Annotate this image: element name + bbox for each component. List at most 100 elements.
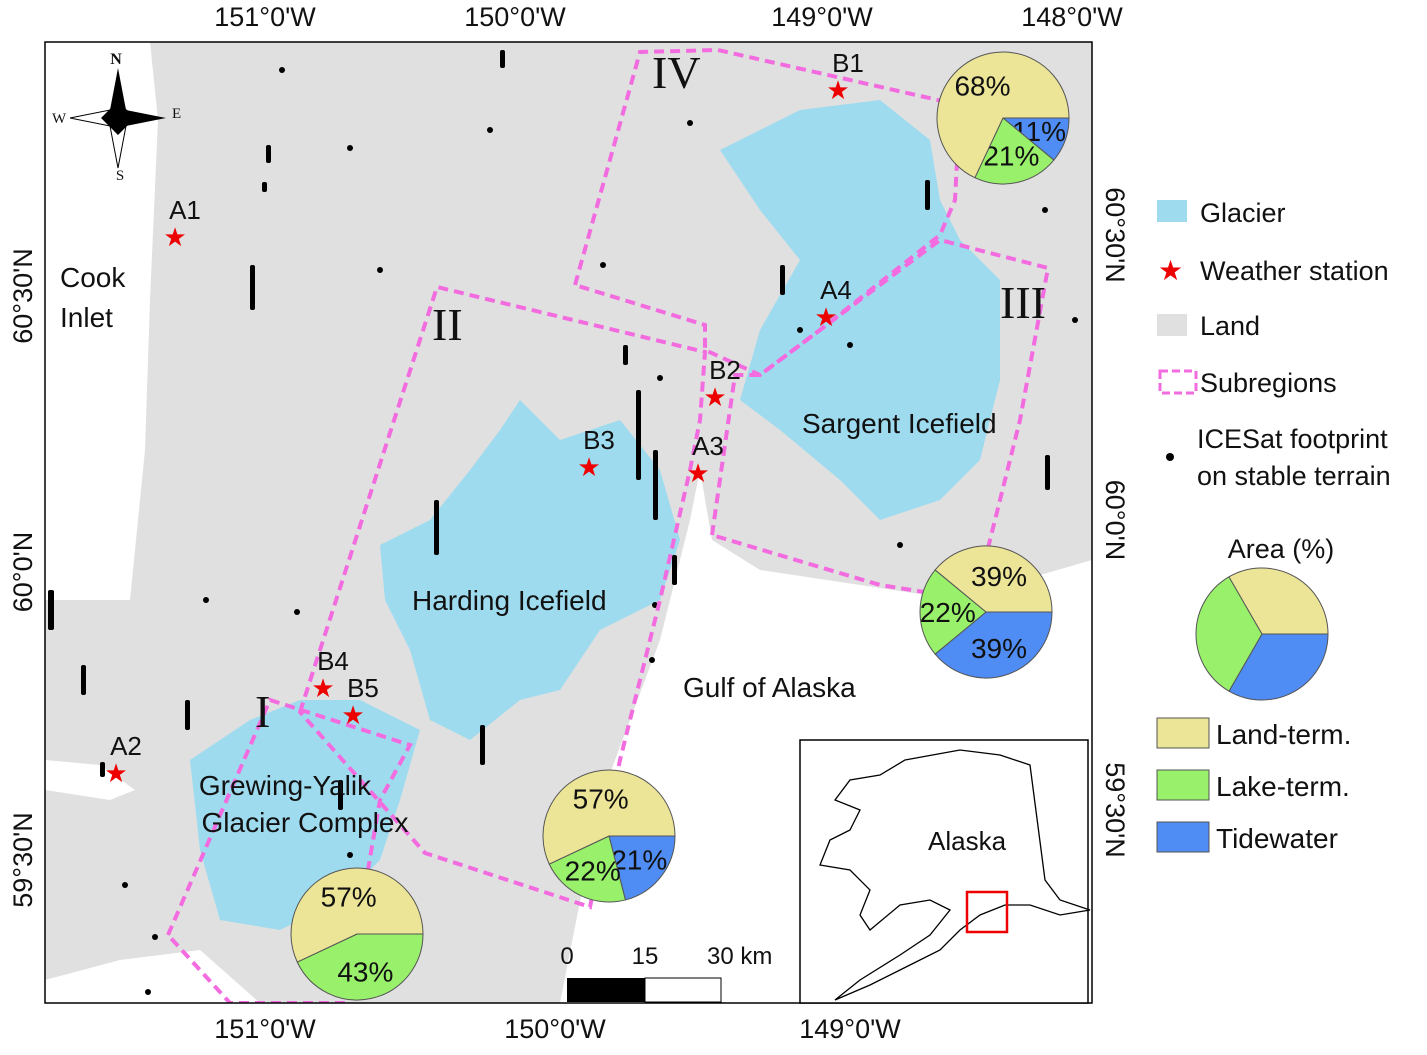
station-marker: ★: [104, 758, 127, 788]
lat-label: 59°30'N: [8, 812, 38, 908]
legend-label: Weather station: [1200, 256, 1389, 286]
subregion-labels: I II III IV: [255, 47, 1046, 737]
subregion-label: IV: [652, 47, 701, 98]
lon-label: 148°0'W: [1021, 2, 1123, 32]
lon-label: 151°0'W: [214, 2, 316, 32]
water: [45, 760, 135, 800]
scale-label: 0: [560, 943, 573, 970]
pie-slice: [1195, 576, 1263, 692]
pie-label: 39%: [971, 633, 1027, 664]
legend-title: Area (%): [1228, 534, 1335, 564]
pie-slice: [974, 117, 1055, 185]
station-label: B3: [583, 425, 615, 455]
station-label: B4: [317, 646, 349, 676]
station-label: A4: [820, 275, 852, 305]
station-marker: ★: [703, 382, 726, 412]
lon-label: 151°0'W: [214, 1014, 316, 1044]
lat-label: 60°0'N: [1100, 480, 1130, 561]
place-label: Glacier Complex: [202, 807, 409, 838]
station-label: B5: [347, 673, 379, 703]
map-frame: [44, 41, 1093, 1004]
compass-e: E: [172, 106, 181, 122]
subregion-label: II: [432, 299, 463, 350]
pie-slice: [934, 611, 1053, 679]
pie-slice: [934, 545, 1053, 613]
legend-label: Glacier: [1200, 198, 1286, 228]
lon-label: 150°0'W: [464, 2, 566, 32]
lon-label: 150°0'W: [504, 1014, 606, 1044]
pie-label: 21%: [611, 844, 667, 875]
map-body: [45, 42, 1092, 1003]
cook-inlet: [45, 42, 158, 600]
scale-label: 15: [632, 943, 659, 970]
pies: 43%57%21%22%57%39%22%39%11%21%68%: [290, 51, 1329, 1001]
pie-slice: [290, 867, 424, 963]
station-label: A2: [110, 731, 142, 761]
place-label: Cook: [60, 262, 126, 293]
legend-icon: ★: [1158, 255, 1183, 286]
inset-map: Alaska: [799, 739, 1091, 1004]
pie-label: 57%: [321, 882, 377, 913]
lon-label: 149°0'W: [799, 1014, 901, 1044]
water: [45, 950, 260, 1003]
pie-label: 68%: [954, 71, 1010, 102]
legend-label: Tidewater: [1216, 823, 1338, 854]
subregion-label: III: [1000, 277, 1046, 328]
legend-swatch: [1156, 821, 1210, 853]
pie-label: 22%: [565, 856, 621, 887]
pie-label: 22%: [920, 597, 976, 628]
compass-s: S: [116, 168, 124, 184]
place-label: Harding Icefield: [412, 585, 607, 616]
pie-slice: [296, 933, 424, 1001]
station-marker: ★: [341, 700, 364, 730]
compass-n: N: [110, 51, 122, 68]
legend: Glacier ★ Weather station Land Subregion…: [1156, 198, 1391, 854]
station-label: A3: [692, 431, 724, 461]
inset-label: Alaska: [928, 826, 1007, 856]
legend-label: Land-term.: [1216, 719, 1351, 750]
pie-label: 43%: [337, 956, 393, 987]
scale-bar: 0 15 30 km: [560, 943, 772, 1003]
pie-label: 21%: [983, 140, 1039, 171]
axis-labels: 151°0'W 150°0'W 149°0'W 148°0'W 151°0'W …: [8, 2, 1130, 1044]
place-labels: Cook Inlet Harding Icefield Sargent Icef…: [60, 262, 997, 838]
legend-swatch: [1156, 717, 1210, 749]
place-label: Gulf of Alaska: [683, 672, 856, 703]
lat-label: 60°30'N: [1100, 187, 1130, 283]
pie-slice: [548, 835, 627, 903]
subregion-outlines: [165, 47, 1051, 1003]
place-label: Grewing-Yalik: [199, 770, 372, 801]
lat-label: 59°30'N: [1100, 762, 1130, 858]
pie-slice: [1228, 567, 1329, 635]
place-label: Inlet: [60, 302, 113, 333]
compass: N E S W: [52, 51, 181, 184]
station-marker: ★: [311, 673, 334, 703]
legend-label: ICESat footprint: [1197, 424, 1388, 454]
pie-label: 39%: [971, 561, 1027, 592]
station-label: A1: [169, 195, 201, 225]
icesat-footprints: [48, 50, 1078, 995]
pie-slice: [542, 769, 676, 865]
station-marker: ★: [826, 75, 849, 105]
legend-swatch: [1156, 769, 1210, 801]
lon-label: 149°0'W: [771, 2, 873, 32]
lat-label: 60°30'N: [8, 248, 38, 344]
place-label: Sargent Icefield: [802, 408, 997, 439]
scale-label: 30 km: [707, 943, 772, 970]
station-label: B2: [709, 355, 741, 385]
stations: ★A1★A2★A3★A4★B1★B2★B3★B4★B5: [104, 48, 864, 788]
station-marker: ★: [577, 452, 600, 482]
legend-label: Land: [1200, 311, 1260, 341]
pie-slice: [1228, 633, 1329, 701]
station-marker: ★: [163, 222, 186, 252]
legend-label: Subregions: [1200, 368, 1337, 398]
station-marker: ★: [686, 458, 709, 488]
lat-label: 60°0'N: [8, 532, 38, 613]
pie-slice: [919, 569, 987, 655]
compass-w: W: [52, 111, 67, 127]
station-marker: ★: [814, 302, 837, 332]
pie-slice: [936, 51, 1070, 179]
legend-label: Lake-term.: [1216, 771, 1350, 802]
station-label: B1: [832, 48, 864, 78]
